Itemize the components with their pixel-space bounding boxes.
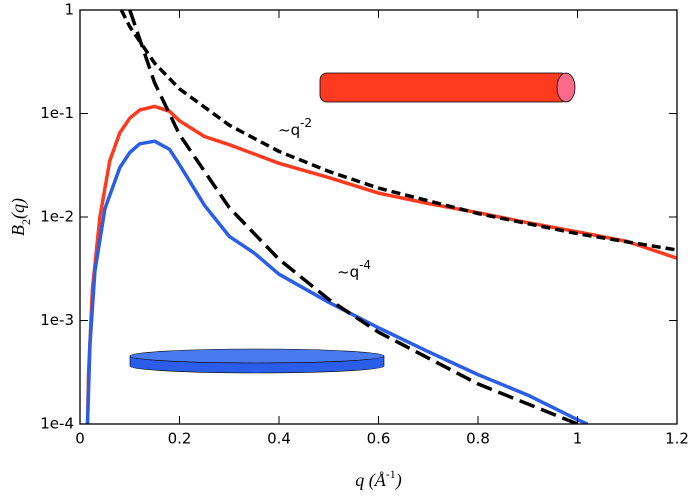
x-tick-label: 0.4 bbox=[267, 430, 291, 448]
annotation-part: ~q bbox=[337, 263, 359, 281]
x-tick-label: 0.8 bbox=[466, 430, 490, 448]
disc-icon bbox=[129, 348, 385, 374]
annotation-part: -2 bbox=[300, 116, 312, 130]
annotation: ~q-4 bbox=[337, 258, 371, 281]
y-axis-label: B2(q) bbox=[8, 198, 33, 236]
x-tick-label: 1 bbox=[573, 430, 583, 448]
y-tick-label: 1e-2 bbox=[40, 208, 74, 226]
y-axis-label-part: 2 bbox=[19, 219, 33, 225]
x-tick-label: 0 bbox=[75, 430, 85, 448]
series-line bbox=[119, 10, 677, 252]
plot-area bbox=[85, 10, 677, 424]
annotation-part: -4 bbox=[359, 258, 371, 272]
x-tick-label: 1.2 bbox=[665, 430, 689, 448]
x-axis-label-part: ) bbox=[395, 470, 402, 491]
series-line bbox=[85, 104, 677, 424]
x-axis-label: q (Å-1) bbox=[355, 467, 402, 491]
y-tick-label: 1e-4 bbox=[40, 415, 74, 433]
y-tick-label: 1 bbox=[64, 1, 74, 19]
x-tick-label: 0.6 bbox=[367, 430, 391, 448]
series-line bbox=[128, 10, 579, 424]
annotation: ~q-2 bbox=[278, 116, 312, 139]
x-axis-label-part: -1 bbox=[386, 467, 396, 481]
annotation-part: ~q bbox=[278, 121, 300, 139]
x-tick-label: 0.2 bbox=[168, 430, 192, 448]
y-axis-label-part: (q) bbox=[8, 198, 29, 219]
y-axis-label-part: B bbox=[8, 225, 28, 236]
rod-icon bbox=[319, 72, 576, 103]
y-tick-label: 1e-1 bbox=[40, 104, 74, 122]
y-tick-label: 1e-3 bbox=[40, 311, 74, 329]
x-axis-label-part: q (Å bbox=[355, 470, 386, 491]
series-line bbox=[85, 139, 589, 424]
